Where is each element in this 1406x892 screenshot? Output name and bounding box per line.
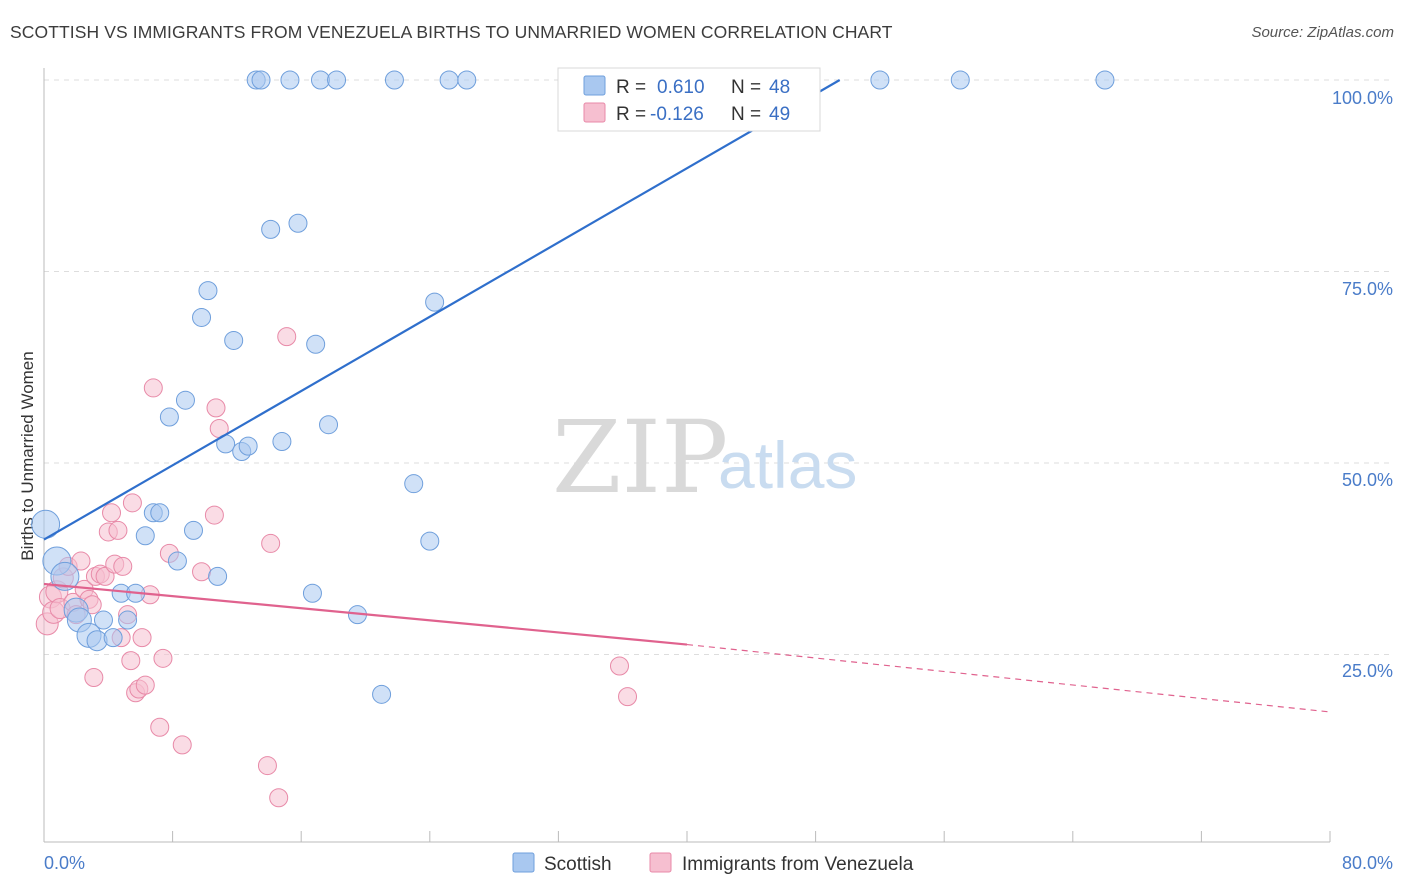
- venezuela-point: [132, 628, 152, 648]
- scottish-point: [306, 334, 326, 354]
- venezuela-point: [135, 675, 155, 695]
- bottom-legend-label-scottish: Scottish: [544, 854, 612, 875]
- y-tick-label-50: 50.0%: [1342, 470, 1393, 490]
- legend-r-value-scottish: 0.610: [657, 77, 705, 98]
- scottish-trend-line: [43, 79, 841, 541]
- scottish-point: [175, 390, 195, 410]
- scottish-point: [238, 436, 258, 456]
- series-legend: Scottish Immigrants from Venezuela: [512, 852, 914, 875]
- venezuela-point: [143, 378, 163, 398]
- venezuela-point: [113, 556, 133, 576]
- scottish-point: [224, 330, 244, 350]
- legend-n-label-scottish: N =: [731, 77, 761, 98]
- scottish-point: [93, 610, 113, 630]
- scottish-point: [420, 531, 440, 551]
- venezuela-point: [153, 648, 173, 668]
- venezuela-point: [102, 503, 122, 523]
- y-tick-label-100: 100.0%: [1332, 88, 1393, 108]
- watermark-zip: ZIP: [552, 399, 728, 516]
- legend-n-value-scottish: 48: [769, 77, 790, 98]
- scottish-point: [167, 551, 187, 571]
- scottish-point: [272, 432, 292, 452]
- venezuela-point: [261, 533, 281, 553]
- scottish-point: [159, 407, 179, 427]
- watermark-atlas: atlas: [718, 428, 857, 502]
- venezuela-point: [84, 667, 104, 687]
- gridlines: [44, 79, 1393, 655]
- scottish-point: [1095, 70, 1115, 90]
- scottish-point: [198, 281, 218, 301]
- scottish-point: [327, 70, 347, 90]
- scottish-point: [372, 684, 392, 704]
- legend-r-label-venezuela: R =: [616, 104, 646, 125]
- venezuela-point: [192, 562, 212, 582]
- venezuela-point: [609, 656, 629, 676]
- venezuela-point: [204, 505, 224, 525]
- scottish-point: [86, 630, 108, 652]
- venezuela-point: [206, 398, 226, 418]
- series-scottish-points: [31, 70, 1115, 704]
- scottish-point: [425, 292, 445, 312]
- trend-lines: [43, 79, 1331, 713]
- scottish-point: [384, 70, 404, 90]
- scottish-point: [319, 415, 339, 435]
- scottish-point: [183, 520, 203, 540]
- scottish-point: [150, 503, 170, 523]
- scottish-point: [404, 474, 424, 494]
- scottish-point: [870, 70, 890, 90]
- scottish-point: [251, 70, 271, 90]
- scottish-point: [208, 566, 228, 586]
- venezuela-point: [277, 327, 297, 347]
- venezuela-point: [269, 788, 289, 808]
- scottish-point: [50, 561, 80, 591]
- legend-swatch-scottish: [583, 75, 606, 96]
- scottish-point: [261, 219, 281, 239]
- venezuela-point: [122, 493, 142, 513]
- venezuela-point: [150, 717, 170, 737]
- bottom-legend-label-venezuela: Immigrants from Venezuela: [682, 854, 914, 875]
- scottish-point: [288, 213, 308, 233]
- venezuela-point: [71, 551, 91, 571]
- x-axis-ticks: [43, 831, 1331, 842]
- x-tick-label-min: 0.0%: [44, 853, 85, 873]
- correlation-legend: R = 0.610 N = 48 R = -0.126 N = 49: [557, 67, 821, 132]
- legend-n-value-venezuela: 49: [769, 104, 790, 125]
- venezuela-point: [108, 520, 128, 540]
- scottish-point: [950, 70, 970, 90]
- legend-r-label-scottish: R =: [616, 77, 646, 98]
- x-tick-label-max: 80.0%: [1342, 853, 1393, 873]
- y-tick-label-25: 25.0%: [1342, 661, 1393, 681]
- scottish-point: [118, 610, 138, 630]
- scottish-point: [457, 70, 477, 90]
- y-axis-label: Births to Unmarried Women: [18, 351, 37, 560]
- venezuela-point: [121, 651, 141, 671]
- y-tick-label-75: 75.0%: [1342, 279, 1393, 299]
- scottish-point: [302, 583, 322, 603]
- chart-title: SCOTTISH VS IMMIGRANTS FROM VENEZUELA BI…: [10, 22, 893, 42]
- legend-r-value-venezuela: -0.126: [650, 104, 704, 125]
- scottish-point: [192, 307, 212, 327]
- venezuela-trend-line: [43, 582, 688, 646]
- venezuela-trend-extension: [686, 643, 1331, 713]
- venezuela-point: [257, 756, 277, 776]
- scottish-point: [280, 70, 300, 90]
- scottish-point: [439, 70, 459, 90]
- bottom-legend-swatch-venezuela: [649, 852, 672, 873]
- bottom-legend-swatch-scottish: [512, 852, 535, 873]
- scottish-point: [103, 628, 123, 648]
- legend-n-label-venezuela: N =: [731, 104, 761, 125]
- venezuela-point: [172, 735, 192, 755]
- venezuela-point: [618, 687, 638, 707]
- source-label: Source: ZipAtlas.com: [1251, 24, 1394, 41]
- legend-swatch-venezuela: [583, 102, 606, 123]
- scottish-point: [135, 526, 155, 546]
- series-venezuela-points: [35, 327, 638, 808]
- scottish-point: [310, 70, 330, 90]
